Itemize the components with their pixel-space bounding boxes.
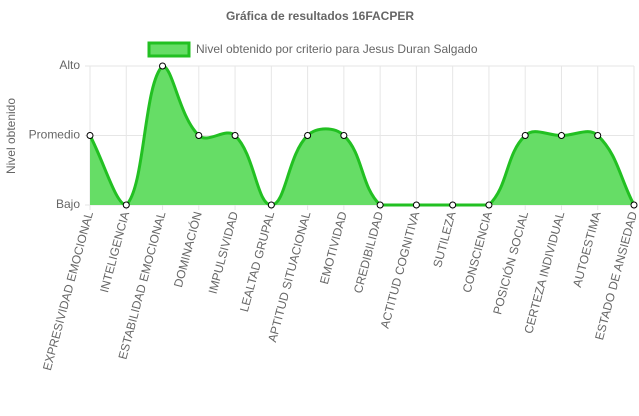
point [485,201,493,209]
point [86,132,94,139]
x-tick-label: ACTITUD COGNITIVA [378,210,423,330]
y-tick-label: Alto [59,58,80,72]
x-tick-label: AUTOESTIMA [570,210,604,289]
y-tick-label: Bajo [56,197,80,211]
point [594,132,602,139]
area [90,66,634,205]
point [412,201,420,209]
x-tick-label: EXPRESIVIDAD EMOCIONAL [40,210,96,372]
x-tick-label: POSICIÓN SOCIAL [489,209,531,316]
point [122,201,130,209]
point [340,132,348,139]
legend-swatch [147,41,191,58]
point [557,132,565,139]
x-tick-label: IMPULSIVIDAD [206,210,242,296]
point [159,62,167,70]
x-tick-label: CERTEZA INDIVIDUAL [521,210,567,335]
point [304,132,312,139]
x-tick-label: SUTILEZA [430,210,458,269]
point [195,132,203,139]
x-tick-label: EMOTIVIDAD [317,210,350,286]
point [231,132,239,139]
point [449,201,457,209]
chart-title: Gráfica de resultados 16FACPER [226,9,414,23]
point [376,201,384,209]
x-tick-label: CONSCIENCIA [460,210,495,294]
y-axis-label: Nivel obtenido [4,98,18,174]
legend-label: Nivel obtenido por criterio para Jesus D… [196,42,478,56]
point [630,201,638,209]
point [267,201,275,209]
x-tick-label: CREDIBILIDAD [351,210,386,295]
y-tick-label: Promedio [29,128,81,142]
x-tick-label: INTELIGENCIA [97,210,132,294]
x-tick-label: DOMINACIÓN [170,210,205,289]
point [521,132,529,139]
x-tick-label: LEALTAD GRUPAL [237,210,277,314]
